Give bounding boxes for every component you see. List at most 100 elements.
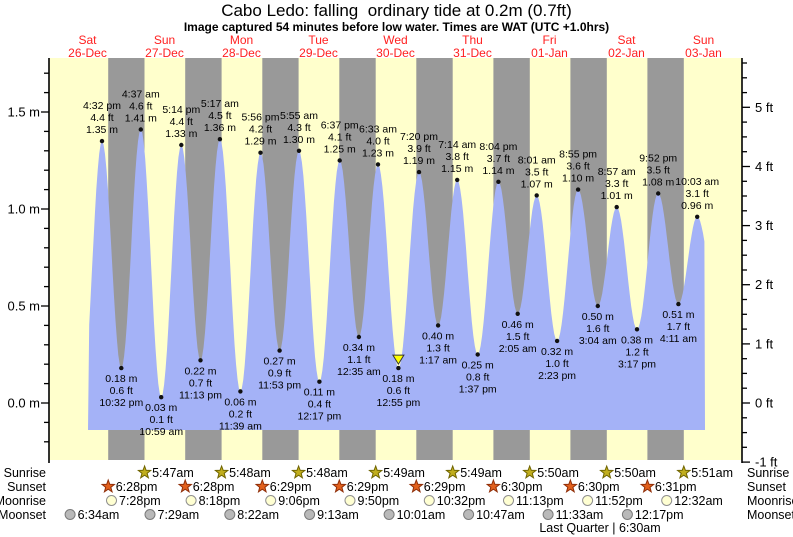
tide-low-label: 0.27 m 0.9 ft 11:53 pm xyxy=(258,356,301,392)
moonrise-time: 12:32am xyxy=(674,494,723,508)
day-header: Mon 28-Dec xyxy=(222,33,261,60)
moonset-circle-icon xyxy=(542,509,554,520)
moon-phase-note: Last Quarter | 6:30am xyxy=(539,521,661,535)
tide-high-label: 7:20 pm 3.9 ft 1.19 m xyxy=(400,131,438,167)
moonset-circle-icon xyxy=(383,509,395,520)
day-header: Sun 03-Jan xyxy=(685,33,722,60)
sunset-time: 6:30pm xyxy=(501,480,543,494)
tide-extreme-dot xyxy=(119,365,124,371)
tide-extreme-dot xyxy=(356,334,362,340)
moonrise-time: 7:28pm xyxy=(119,494,161,508)
tide-curve-area xyxy=(88,129,705,430)
sunrise-star-icon xyxy=(599,464,615,479)
sunrise-star-icon xyxy=(137,464,153,479)
moonrise-time: 9:50pm xyxy=(358,494,400,508)
tide-high-label: 5:55 am 4.3 ft 1.30 m xyxy=(280,110,318,146)
moonrise-circle-icon xyxy=(661,495,673,506)
tide-high-label: 5:17 am 4.5 ft 1.36 m xyxy=(201,98,239,134)
tide-extreme-dot xyxy=(515,311,520,316)
sunset-time: 6:28pm xyxy=(193,480,235,494)
moonset-time: 11:33am xyxy=(556,508,604,522)
row-label-right-moonset: Moonset xyxy=(747,508,793,522)
tide-low-label: 0.38 m 1.2 ft 3:17 pm xyxy=(618,334,656,370)
tide-extreme-dot xyxy=(179,142,184,148)
sunset-star-icon xyxy=(254,478,270,493)
sunset-time: 6:30pm xyxy=(578,480,620,494)
sunrise-time: 5:51am xyxy=(691,466,733,480)
moonset-time: 6:34am xyxy=(78,508,120,522)
tide-high-label: 8:57 am 3.3 ft 1.01 m xyxy=(598,166,636,202)
moonrise-time: 11:13pm xyxy=(516,494,564,508)
moonrise-circle-icon xyxy=(265,495,277,506)
right-axis-tick-label: 4 ft xyxy=(755,159,773,174)
moonrise-circle-icon xyxy=(582,495,594,506)
tide-extreme-dot xyxy=(435,323,441,328)
day-header: Sat 26-Dec xyxy=(68,33,107,60)
moonset-time: 8:22am xyxy=(237,508,279,522)
tide-low-label: 0.40 m 1.3 ft 1:17 am xyxy=(419,330,457,366)
right-axis-tick-label: 2 ft xyxy=(755,277,773,292)
tide-high-label: 7:14 am 3.8 ft 1.15 m xyxy=(438,139,476,175)
left-axis-tick-label: 1.0 m xyxy=(7,202,40,217)
moonrise-time: 8:18pm xyxy=(199,494,241,508)
row-label-right-sunset: Sunset xyxy=(747,480,786,494)
sunrise-time: 5:48am xyxy=(306,466,348,480)
tide-high-label: 9:52 pm 3.5 ft 1.08 m xyxy=(639,153,677,189)
tide-high-label: 6:37 pm 4.1 ft 1.25 m xyxy=(321,120,359,156)
right-axis-tick-label: 1 ft xyxy=(755,336,773,351)
day-header: Sun 27-Dec xyxy=(145,33,184,60)
sunrise-star-icon xyxy=(291,464,307,479)
sunrise-time: 5:47am xyxy=(152,466,194,480)
moonset-time: 7:29am xyxy=(158,508,200,522)
tide-low-label: 0.51 m 1.7 ft 4:11 am xyxy=(660,309,697,345)
tide-high-label: 8:04 pm 3.7 ft 1.14 m xyxy=(479,141,517,177)
moonset-circle-icon xyxy=(463,509,475,520)
sunset-star-icon xyxy=(408,478,424,493)
tide-extreme-dot xyxy=(614,204,619,210)
sunrise-star-icon xyxy=(676,464,692,479)
tide-high-label: 8:01 am 3.5 ft 1.07 m xyxy=(518,154,556,190)
row-label-left-moonset: Moonset xyxy=(0,508,47,522)
chart-subtitle: Image captured 54 minutes before low wat… xyxy=(183,20,610,34)
moonrise-time: 9:06pm xyxy=(278,494,320,508)
tide-extreme-dot xyxy=(656,191,661,196)
moonset-time: 12:17pm xyxy=(635,508,684,522)
tide-extreme-dot xyxy=(396,365,401,371)
sunrise-star-icon xyxy=(368,464,384,479)
tide-extreme-dot xyxy=(277,348,282,353)
moonset-circle-icon xyxy=(621,509,633,520)
moonset-time: 9:13am xyxy=(317,508,359,522)
tide-low-label: 0.06 m 0.2 ft 11:39 am xyxy=(219,396,262,432)
day-header: Thu 31-Dec xyxy=(453,33,492,60)
chart-title: Cabo Ledo: falling ordinary tide at 0.2m… xyxy=(221,1,572,20)
row-label-left-sunrise: Sunrise xyxy=(4,466,46,480)
sunset-time: 6:29pm xyxy=(270,480,312,494)
tide-low-label: 0.18 m 0.6 ft 12:55 pm xyxy=(377,373,421,409)
tide-extreme-dot xyxy=(695,214,700,219)
row-label-left-sunset: Sunset xyxy=(7,480,46,494)
sunrise-time: 5:50am xyxy=(614,466,656,480)
moonrise-time: 11:52pm xyxy=(595,494,643,508)
sunrise-star-icon xyxy=(445,464,461,479)
tide-extreme-dot xyxy=(337,158,342,163)
sunrise-time: 5:48am xyxy=(229,466,271,480)
row-label-right-moonrise: Moonrise xyxy=(747,494,793,508)
tide-low-label: 0.32 m 1.0 ft 2:23 pm xyxy=(538,346,576,382)
moonrise-circle-icon xyxy=(423,495,435,506)
row-label-left-moonrise: Moonrise xyxy=(0,494,46,508)
row-label-right-sunrise: Sunrise xyxy=(747,466,789,480)
moonrise-circle-icon xyxy=(185,495,197,506)
day-header: Sat 02-Jan xyxy=(608,33,645,60)
sunset-star-icon xyxy=(639,478,655,493)
tide-extreme-dot xyxy=(296,148,302,153)
moonrise-circle-icon xyxy=(344,495,356,506)
left-axis-tick-label: 0.5 m xyxy=(7,299,40,314)
moonset-time: 10:47am xyxy=(476,508,525,522)
tide-low-label: 0.18 m 0.6 ft 10:32 pm xyxy=(99,373,143,409)
tide-extreme-dot xyxy=(317,379,322,384)
moonrise-time: 10:32pm xyxy=(437,494,486,508)
tide-high-label: 6:33 am 4.0 ft 1.23 m xyxy=(359,123,397,159)
tide-extreme-dot xyxy=(595,303,600,309)
moonset-circle-icon xyxy=(304,509,316,520)
